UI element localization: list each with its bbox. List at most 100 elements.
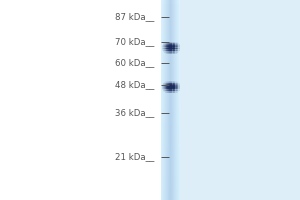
- Bar: [177, 88, 178, 89]
- Bar: [177, 88, 178, 89]
- Bar: [178, 83, 179, 84]
- Bar: [167, 51, 168, 52]
- Bar: [171, 91, 172, 92]
- Bar: [168, 50, 169, 51]
- Bar: [178, 87, 179, 88]
- Bar: [167, 84, 168, 85]
- Bar: [171, 86, 172, 87]
- Bar: [179, 47, 180, 48]
- Bar: [169, 84, 170, 85]
- Bar: [165, 86, 166, 87]
- Bar: [160, 72, 180, 76]
- Bar: [175, 82, 176, 83]
- Bar: [164, 46, 165, 47]
- Bar: [171, 44, 172, 45]
- Bar: [164, 48, 165, 49]
- Bar: [175, 0, 176, 200]
- Bar: [168, 85, 169, 86]
- Bar: [167, 50, 168, 51]
- Bar: [166, 44, 167, 45]
- Bar: [165, 46, 166, 47]
- Bar: [179, 87, 180, 88]
- Bar: [174, 44, 175, 45]
- Bar: [174, 45, 175, 46]
- Bar: [164, 89, 165, 90]
- Bar: [179, 83, 180, 84]
- Bar: [165, 52, 166, 53]
- Bar: [177, 90, 178, 91]
- Bar: [169, 87, 170, 88]
- Bar: [160, 96, 180, 100]
- Bar: [172, 50, 173, 51]
- Bar: [175, 50, 176, 51]
- Bar: [163, 87, 164, 88]
- Bar: [167, 83, 168, 84]
- Bar: [167, 92, 168, 93]
- Bar: [169, 42, 170, 43]
- Bar: [172, 90, 173, 91]
- Bar: [170, 45, 171, 46]
- Bar: [167, 91, 168, 92]
- Bar: [179, 46, 180, 47]
- Bar: [170, 53, 171, 54]
- Bar: [172, 42, 173, 43]
- Bar: [174, 50, 175, 51]
- Bar: [172, 81, 173, 82]
- Bar: [173, 91, 174, 92]
- Bar: [169, 85, 170, 86]
- Bar: [179, 89, 180, 90]
- Bar: [174, 86, 175, 87]
- Bar: [163, 50, 164, 51]
- Bar: [176, 90, 177, 91]
- Bar: [167, 89, 168, 90]
- Bar: [179, 87, 180, 88]
- Bar: [163, 86, 164, 87]
- Bar: [163, 85, 164, 86]
- Bar: [174, 52, 175, 53]
- Bar: [173, 50, 174, 51]
- Bar: [173, 45, 174, 46]
- Bar: [177, 86, 178, 87]
- Bar: [164, 47, 165, 48]
- Bar: [160, 36, 180, 40]
- Bar: [175, 45, 176, 46]
- Bar: [165, 89, 166, 90]
- Bar: [167, 92, 168, 93]
- Bar: [165, 45, 166, 46]
- Bar: [169, 88, 170, 89]
- Bar: [171, 45, 172, 46]
- Bar: [167, 90, 168, 91]
- Bar: [172, 42, 173, 43]
- Bar: [173, 89, 174, 90]
- Bar: [176, 45, 177, 46]
- Bar: [173, 92, 174, 93]
- Bar: [176, 92, 177, 93]
- Bar: [168, 50, 169, 51]
- Bar: [162, 45, 163, 46]
- Bar: [163, 51, 164, 52]
- Text: 48 kDa__: 48 kDa__: [115, 81, 154, 90]
- Bar: [169, 52, 170, 53]
- Bar: [167, 84, 168, 85]
- Bar: [166, 43, 167, 44]
- Bar: [173, 46, 174, 47]
- Bar: [168, 86, 169, 87]
- Bar: [177, 46, 178, 47]
- Bar: [171, 49, 172, 50]
- Bar: [172, 52, 173, 53]
- Bar: [174, 46, 175, 47]
- Bar: [173, 45, 174, 46]
- Bar: [177, 92, 178, 93]
- Bar: [174, 48, 175, 49]
- Bar: [176, 86, 177, 87]
- Bar: [168, 90, 169, 91]
- Bar: [167, 46, 168, 47]
- Bar: [172, 0, 173, 200]
- Bar: [177, 85, 178, 86]
- Bar: [170, 44, 171, 45]
- Bar: [172, 83, 173, 84]
- Bar: [162, 46, 163, 47]
- Bar: [167, 45, 168, 46]
- Bar: [175, 49, 176, 50]
- Bar: [167, 46, 168, 47]
